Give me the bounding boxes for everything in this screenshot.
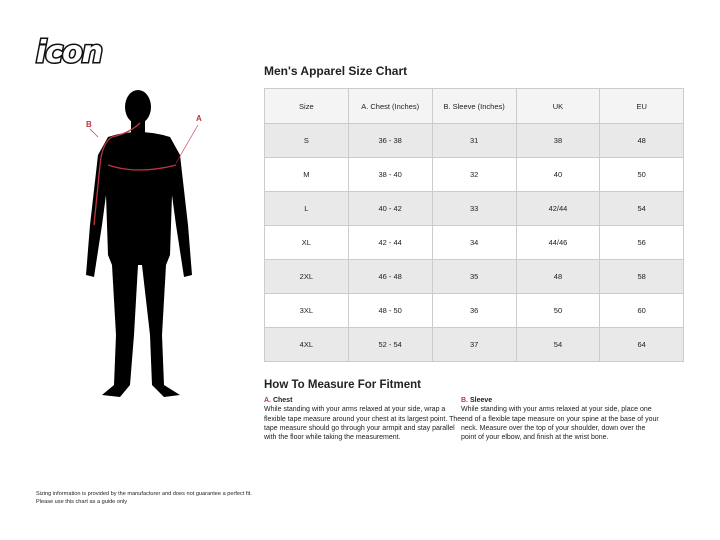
table-cell: 40 - 42	[347, 191, 433, 226]
table-cell: XL	[264, 225, 349, 260]
table-cell: 54	[515, 327, 601, 362]
table-cell: 50	[515, 293, 601, 328]
table-cell: 36	[431, 293, 517, 328]
body-silhouette: B A	[86, 90, 202, 397]
label-b: B	[86, 120, 92, 129]
silhouette-icon	[86, 90, 192, 397]
table-cell: 48	[599, 123, 684, 158]
table-cell: 64	[599, 327, 684, 362]
chest-instructions: A. Chest While standing with your arms r…	[264, 397, 462, 442]
table-cell: 36 - 38	[347, 123, 433, 158]
disclaimer: Sizing information is provided by the ma…	[36, 491, 252, 505]
header-cell: A. Chest (Inches)	[347, 88, 433, 124]
table-cell: 37	[431, 327, 517, 362]
table-cell: 56	[599, 225, 684, 260]
table-cell: 31	[431, 123, 517, 158]
table-cell: M	[264, 157, 349, 192]
table-cell: 50	[599, 157, 684, 192]
table-row: 3XL 48 - 50 36 50 60	[264, 293, 684, 328]
chest-measure-line	[107, 164, 177, 171]
table-row: M 38 - 40 32 40 50	[264, 157, 684, 192]
header-cell: B. Sleeve (Inches)	[431, 88, 517, 124]
table-cell: 38 - 40	[347, 157, 433, 192]
icon-logo: icon	[34, 34, 104, 72]
table-row: 2XL 46 - 48 35 48 58	[264, 259, 684, 294]
measure-title: How To Measure For Fitment	[264, 379, 421, 391]
table-row: L 40 - 42 33 42/44 54	[264, 191, 684, 226]
sleeve-measure-line	[93, 122, 141, 226]
table-cell: L	[264, 191, 349, 226]
table-cell: S	[264, 123, 349, 158]
table-cell: 48	[515, 259, 601, 294]
table-cell: 2XL	[264, 259, 349, 294]
label-a: A	[196, 114, 202, 123]
sleeve-instructions: B. Sleeve While standing with your arms …	[461, 397, 659, 442]
table-cell: 42/44	[515, 191, 601, 226]
table-cell: 33	[431, 191, 517, 226]
table-cell: 32	[431, 157, 517, 192]
table-header: Size A. Chest (Inches) B. Sleeve (Inches…	[264, 88, 684, 124]
table-cell: 38	[515, 123, 601, 158]
table-cell: 60	[599, 293, 684, 328]
table-cell: 52 - 54	[347, 327, 433, 362]
header-cell: UK	[515, 88, 601, 124]
table-cell: 46 - 48	[347, 259, 433, 294]
table-cell: 34	[431, 225, 517, 260]
size-table: Size A. Chest (Inches) B. Sleeve (Inches…	[264, 88, 684, 362]
table-cell: 3XL	[264, 293, 349, 328]
header-cell: EU	[599, 88, 684, 124]
table-cell: 35	[431, 259, 517, 294]
table-cell: 58	[599, 259, 684, 294]
table-cell: 48 - 50	[347, 293, 433, 328]
table-cell: 54	[599, 191, 684, 226]
table-cell: 42 - 44	[347, 225, 433, 260]
header-cell: Size	[264, 88, 349, 124]
chart-title: Men's Apparel Size Chart	[264, 64, 408, 78]
table-cell: 4XL	[264, 327, 349, 362]
table-row: S 36 - 38 31 38 48	[264, 123, 684, 158]
table-row: XL 42 - 44 34 44/46 56	[264, 225, 684, 260]
table-row: 4XL 52 - 54 37 54 64	[264, 327, 684, 362]
table-cell: 40	[515, 157, 601, 192]
table-cell: 44/46	[515, 225, 601, 260]
